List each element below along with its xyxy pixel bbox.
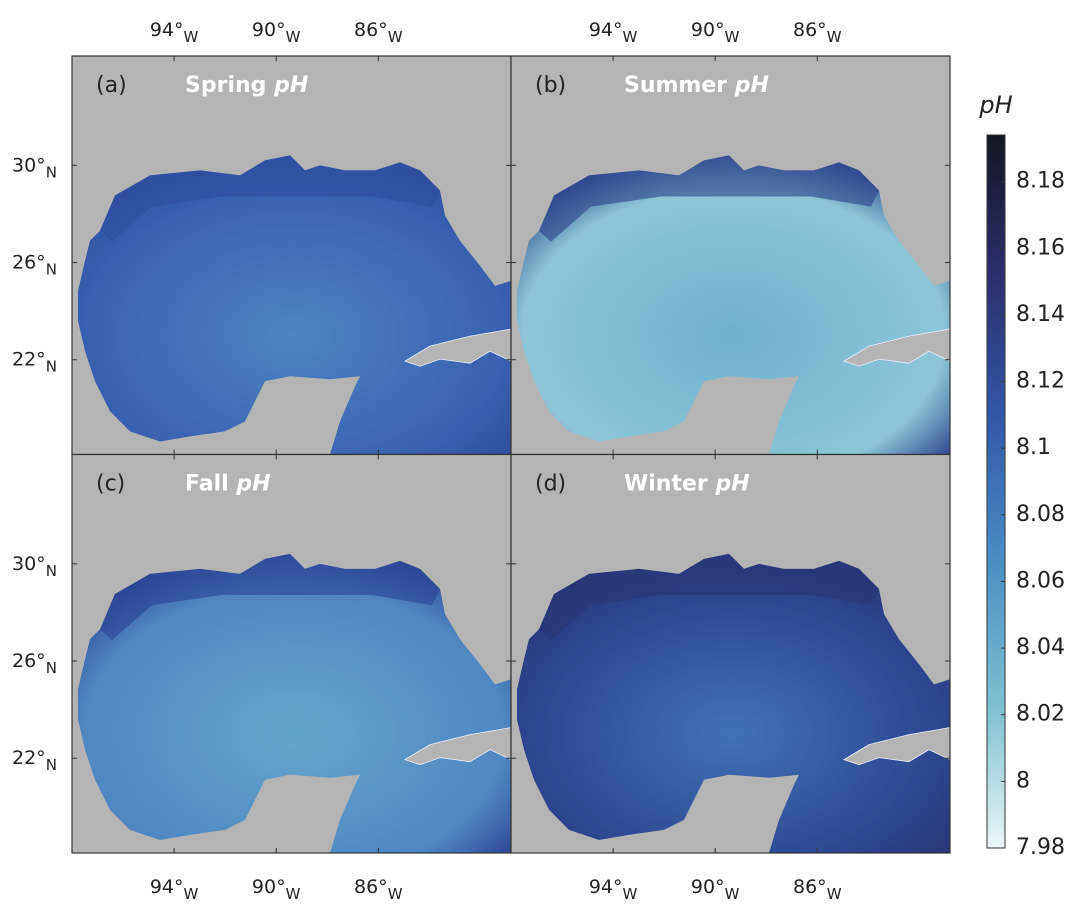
- ocean: [78, 553, 511, 853]
- x-tick-label: 90°W: [691, 876, 740, 903]
- x-tick-label: 94°W: [589, 19, 638, 46]
- colorbar-label: pH: [978, 91, 1012, 119]
- panel-frame: [510, 453, 951, 854]
- colorbar-tick-label: 8.1: [1016, 435, 1051, 460]
- north-coast-band: [539, 553, 879, 641]
- panel-title: Winter pH: [624, 472, 750, 497]
- panel-season: Spring: [185, 73, 266, 98]
- x-tick-label: 90°W: [252, 876, 301, 903]
- map-panel: (c) Fall pH 94°W 90°W 86°W 30°N 26°N 22°N: [12, 453, 512, 903]
- panel-variable: pH: [273, 73, 308, 98]
- x-tick-label: 94°W: [150, 19, 199, 46]
- x-tick-label: 90°W: [252, 19, 301, 46]
- ocean: [517, 155, 950, 455]
- x-tick-label: 90°W: [691, 19, 740, 46]
- x-tick-label: 94°W: [150, 876, 199, 903]
- panel-title: Summer pH: [624, 73, 769, 98]
- colorbar-tick-label: 8.06: [1016, 568, 1065, 593]
- y-tick-label: 22°N: [12, 348, 57, 375]
- y-tick-label: 30°N: [12, 154, 57, 181]
- y-tick-label: 26°N: [12, 650, 57, 677]
- panel-title: Fall pH: [185, 472, 271, 497]
- map-panel: (a) Spring pH 94°W 90°W 86°W 30°N 26°N 22°N: [12, 19, 512, 456]
- colorbar-tick-label: 8.12: [1016, 369, 1065, 394]
- panel-label: (d): [535, 472, 566, 497]
- north-coast-band: [539, 155, 879, 242]
- x-tick-label: 86°W: [793, 19, 842, 46]
- panel-title: Spring pH: [185, 73, 308, 98]
- panel-label: (c): [96, 472, 125, 497]
- colorbar: [986, 134, 1006, 849]
- panel-season: Fall: [185, 472, 229, 497]
- x-tick-label: 86°W: [354, 876, 403, 903]
- colorbar-tick-label: 8.08: [1016, 502, 1065, 527]
- ocean: [78, 155, 511, 455]
- panel-label: (a): [96, 73, 127, 98]
- colorbar-tick-label: 8.18: [1016, 169, 1065, 194]
- map-panel: (d) Winter pH 94°W 90°W 86°W: [510, 453, 951, 903]
- ocean: [517, 553, 950, 853]
- north-coast-band: [100, 155, 440, 242]
- y-tick-label: 26°N: [12, 251, 57, 278]
- panel-variable: pH: [235, 472, 270, 497]
- x-tick-label: 86°W: [354, 19, 403, 46]
- y-tick-label: 30°N: [12, 552, 57, 579]
- colorbar-tick-label: 8.14: [1016, 302, 1065, 327]
- panel-variable: pH: [734, 73, 769, 98]
- colorbar-tick-label: 8.02: [1016, 702, 1065, 727]
- colorbar-tick-label: 7.98: [1016, 835, 1065, 860]
- panel-label: (b): [535, 73, 566, 98]
- x-tick-label: 86°W: [793, 876, 842, 903]
- colorbar-tick-label: 8.04: [1016, 635, 1065, 660]
- colorbar-tick-label: 8.16: [1016, 235, 1065, 260]
- north-coast-band: [100, 553, 440, 641]
- colorbar-tick-label: 8: [1016, 768, 1030, 793]
- panel-season: Winter: [624, 472, 708, 497]
- map-panel: (b) Summer pH 94°W 90°W 86°W: [510, 19, 951, 456]
- y-tick-label: 22°N: [12, 747, 57, 774]
- panel-variable: pH: [714, 472, 749, 497]
- x-tick-label: 94°W: [589, 876, 638, 903]
- panel-season: Summer: [624, 73, 727, 98]
